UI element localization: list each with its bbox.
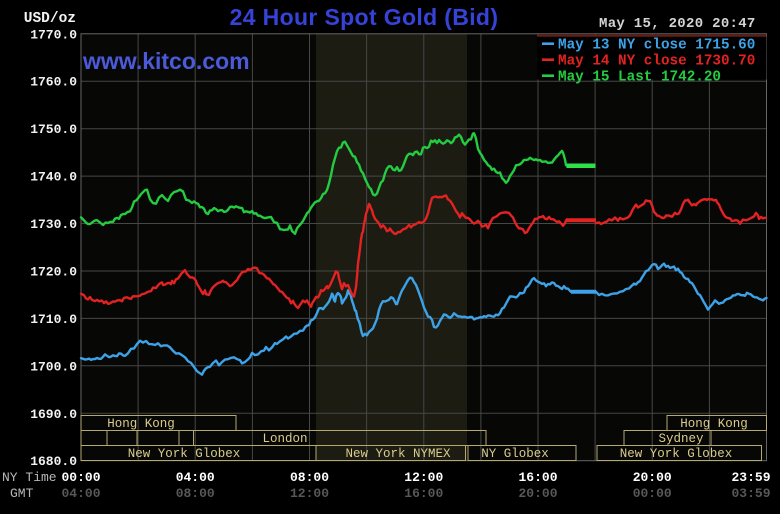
svg-text:1680.0: 1680.0 [30, 454, 77, 469]
svg-text:1750.0: 1750.0 [30, 122, 77, 137]
svg-text:23:59: 23:59 [731, 470, 770, 485]
svg-text:May 14 NY close 1730.70: May 14 NY close 1730.70 [558, 53, 755, 69]
svg-text:1720.0: 1720.0 [30, 265, 77, 280]
svg-text:New York Globex: New York Globex [620, 447, 733, 461]
svg-text:1730.0: 1730.0 [30, 217, 77, 232]
svg-text:1700.0: 1700.0 [30, 359, 77, 374]
svg-text:12:00: 12:00 [290, 486, 329, 501]
svg-text:May 15 Last 1742.20: May 15 Last 1742.20 [558, 69, 721, 85]
svg-text:1690.0: 1690.0 [30, 407, 77, 422]
svg-text:1710.0: 1710.0 [30, 312, 77, 327]
svg-text:Hong Kong: Hong Kong [680, 417, 748, 431]
svg-text:May 13 NY close 1715.60: May 13 NY close 1715.60 [558, 37, 755, 53]
svg-text:NY Time: NY Time [2, 470, 57, 485]
svg-text:USD/oz: USD/oz [24, 11, 76, 27]
svg-text:16:00: 16:00 [404, 486, 443, 501]
svg-text:NY Globex: NY Globex [481, 447, 549, 461]
svg-text:08:00: 08:00 [176, 486, 215, 501]
svg-text:16:00: 16:00 [518, 470, 557, 485]
svg-text:04:00: 04:00 [61, 486, 100, 501]
svg-text:New York Globex: New York Globex [128, 447, 241, 461]
svg-text:Sydney: Sydney [658, 432, 704, 446]
svg-text:20:00: 20:00 [518, 486, 557, 501]
svg-text:00:00: 00:00 [61, 470, 100, 485]
svg-text:08:00: 08:00 [290, 470, 329, 485]
svg-text:20:00: 20:00 [633, 470, 672, 485]
svg-text:May 15, 2020 20:47: May 15, 2020 20:47 [599, 16, 756, 32]
svg-text:GMT: GMT [10, 486, 34, 501]
svg-text:London: London [262, 432, 307, 446]
svg-text:Hong Kong: Hong Kong [107, 417, 175, 431]
svg-text:www.kitco.com: www.kitco.com [82, 48, 250, 74]
svg-text:04:00: 04:00 [176, 470, 215, 485]
svg-text:1740.0: 1740.0 [30, 170, 77, 185]
svg-text:1770.0: 1770.0 [30, 27, 77, 42]
svg-text:03:59: 03:59 [731, 486, 770, 501]
svg-text:New York NYMEX: New York NYMEX [345, 447, 451, 461]
svg-text:12:00: 12:00 [404, 470, 443, 485]
svg-text:24 Hour Spot Gold (Bid): 24 Hour Spot Gold (Bid) [230, 4, 499, 30]
svg-text:00:00: 00:00 [633, 486, 672, 501]
svg-text:1760.0: 1760.0 [30, 75, 77, 90]
